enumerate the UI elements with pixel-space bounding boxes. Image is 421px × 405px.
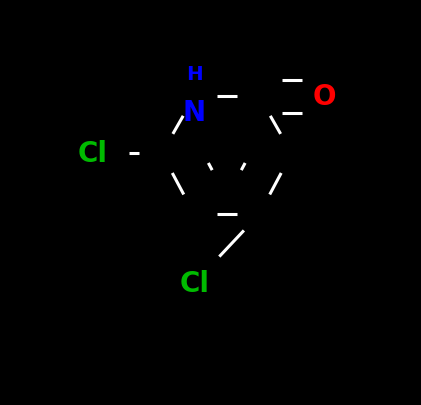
Text: Cl: Cl bbox=[179, 270, 209, 297]
Text: O: O bbox=[312, 83, 336, 111]
Text: H: H bbox=[186, 65, 203, 84]
Text: Cl: Cl bbox=[78, 140, 108, 168]
Text: N: N bbox=[183, 99, 206, 127]
